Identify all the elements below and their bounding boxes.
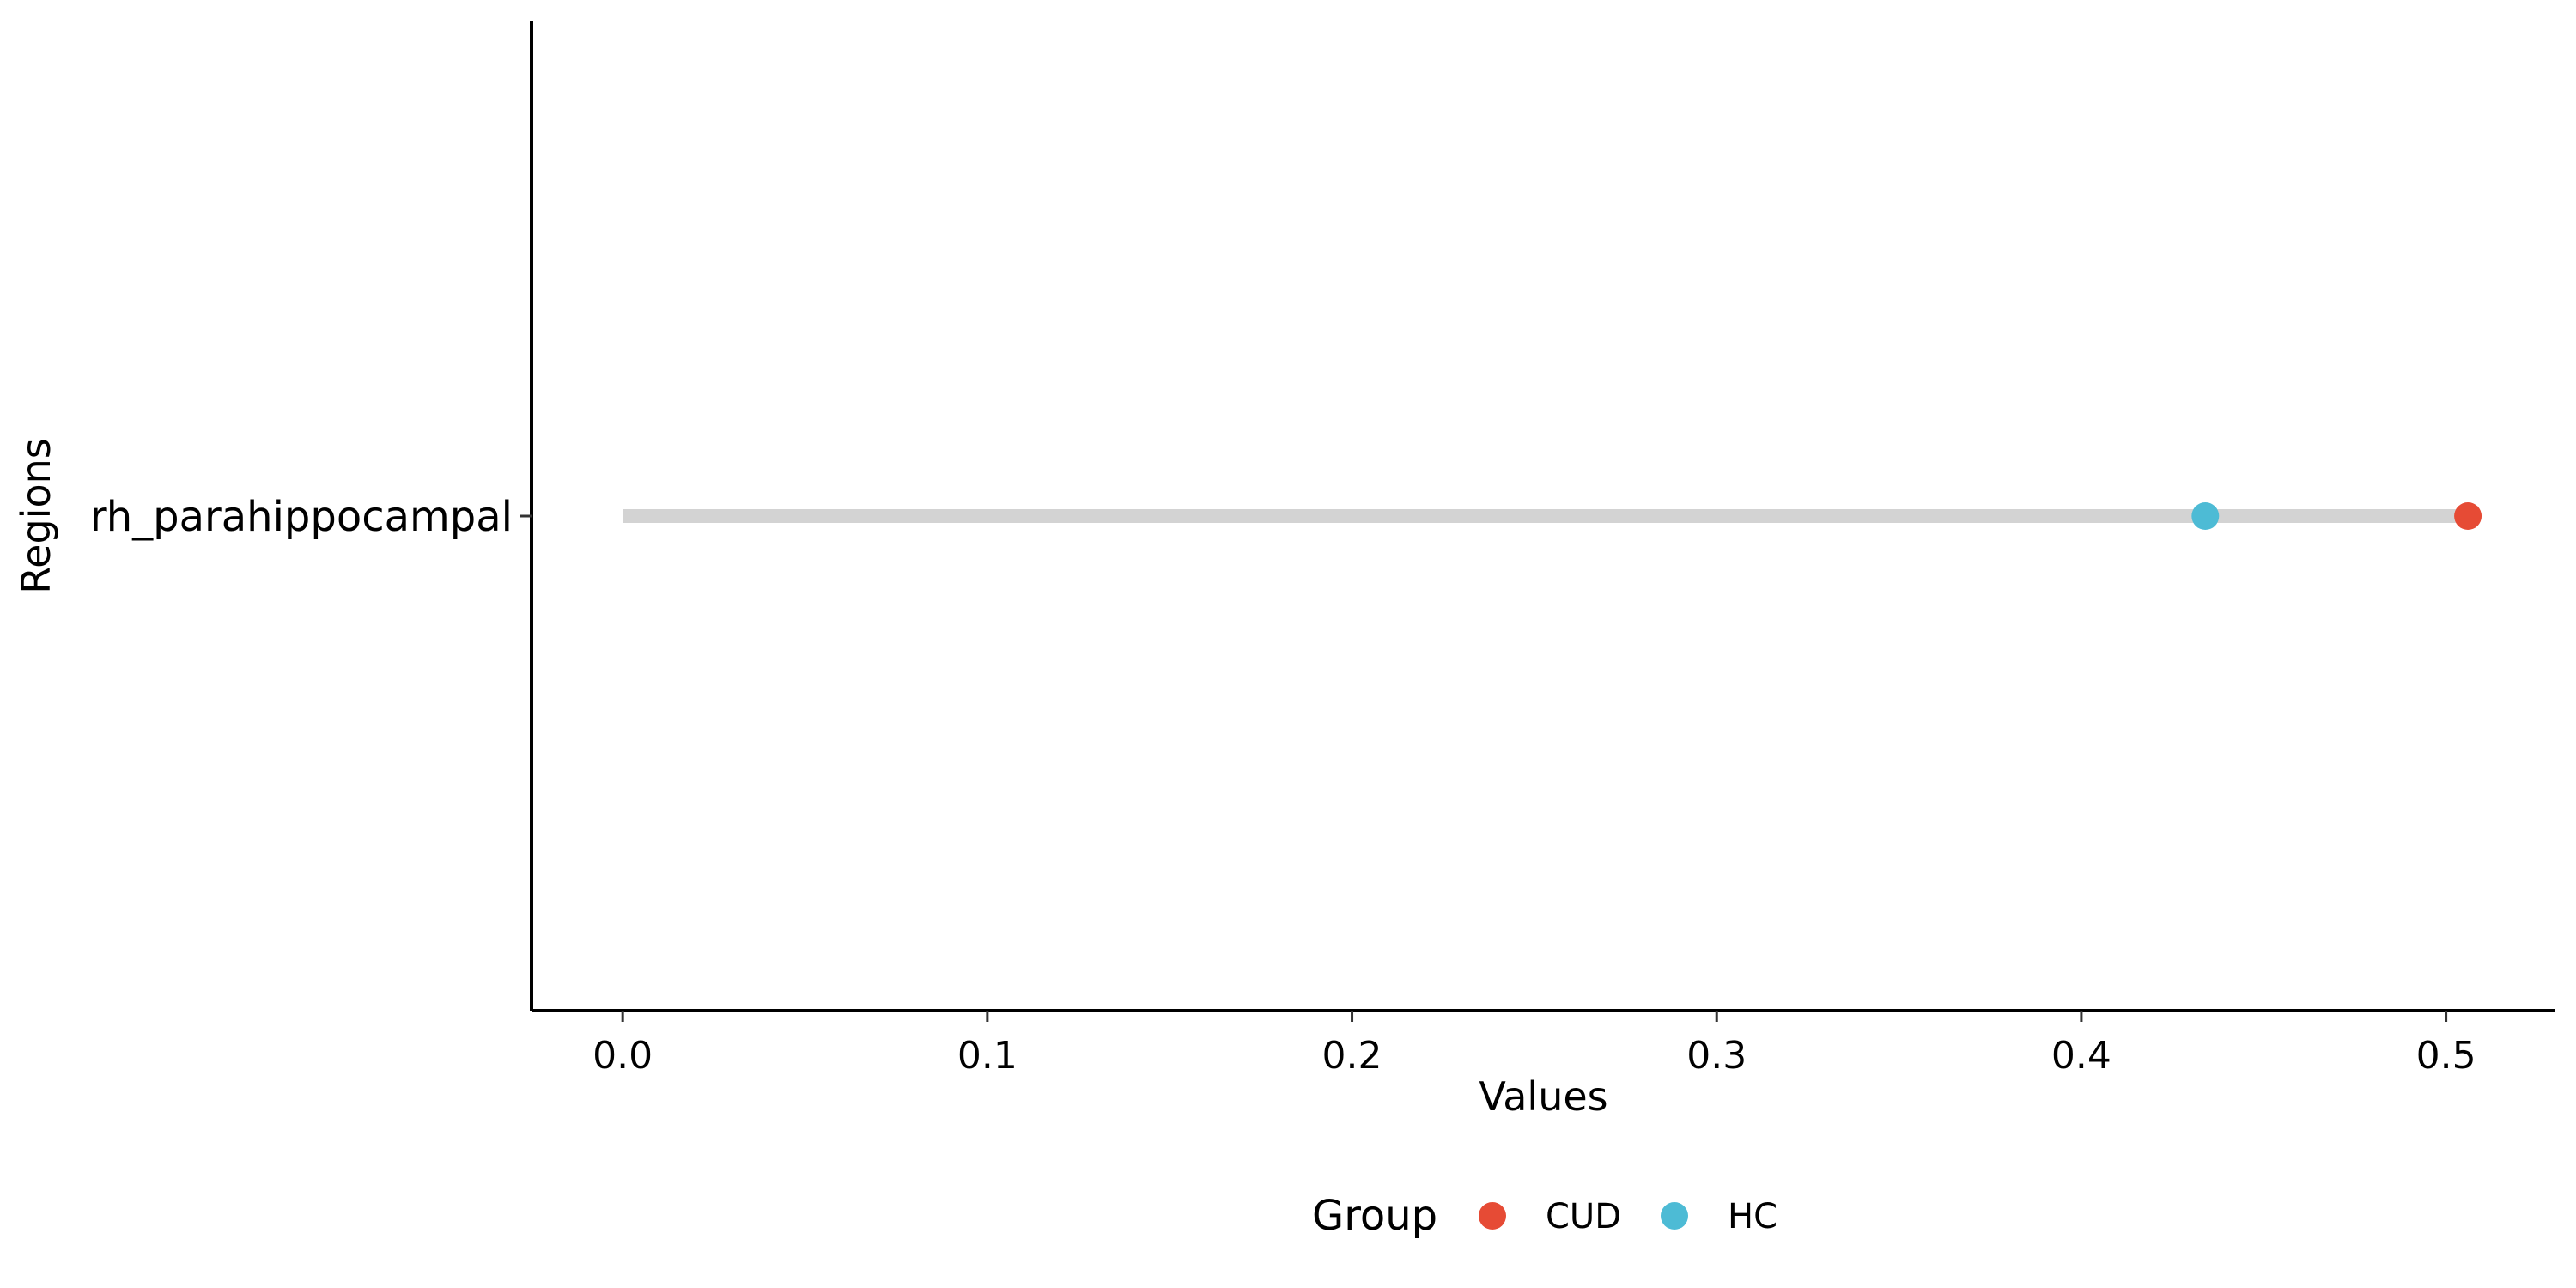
x-tick-label: 0.0 <box>592 1034 653 1078</box>
x-tick-label: 0.3 <box>1686 1034 1747 1078</box>
x-tick-label: 0.4 <box>2051 1034 2111 1078</box>
point-hc <box>2191 502 2220 530</box>
legend: Group CUD HC <box>1312 1192 1777 1240</box>
x-axis-ticks: 0.0 0.1 0.2 0.3 0.4 0.5 <box>592 1011 2476 1078</box>
legend-label: CUD <box>1546 1197 1621 1236</box>
y-axis-ticks: rh_parahippocampal <box>90 493 532 541</box>
point-cud <box>2454 502 2482 530</box>
y-category-label: rh_parahippocampal <box>90 493 513 541</box>
y-axis-title: Regions <box>13 438 59 593</box>
x-tick-label: 0.1 <box>957 1034 1018 1078</box>
x-tick-label: 0.2 <box>1322 1034 1382 1078</box>
legend-key-cud <box>1479 1202 1506 1230</box>
plot-area <box>623 502 2482 530</box>
legend-title: Group <box>1312 1192 1437 1240</box>
x-axis-title: Values <box>1479 1073 1607 1120</box>
x-tick-label: 0.5 <box>2416 1034 2476 1078</box>
legend-key-hc <box>1661 1202 1688 1230</box>
legend-label: HC <box>1728 1197 1777 1236</box>
